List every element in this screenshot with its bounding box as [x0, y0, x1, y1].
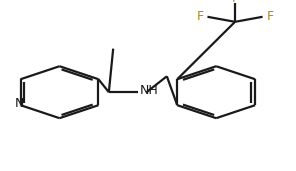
- Text: NH: NH: [139, 84, 158, 97]
- Text: F: F: [231, 0, 239, 5]
- Text: F: F: [197, 10, 204, 23]
- Text: N: N: [15, 97, 24, 110]
- Text: F: F: [266, 10, 274, 23]
